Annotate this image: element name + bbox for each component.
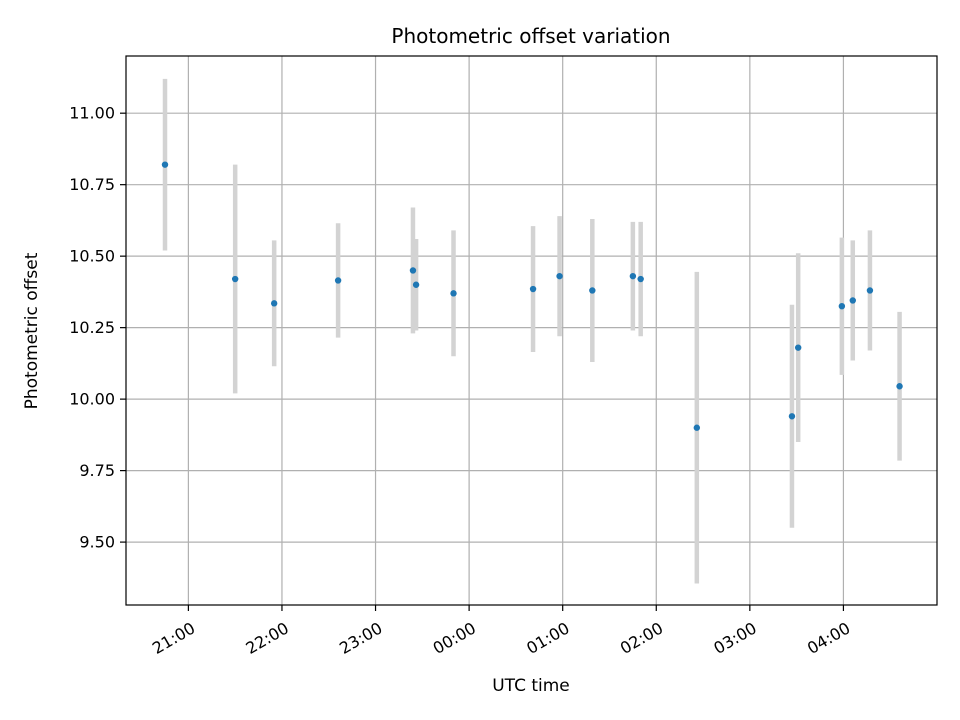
data-point — [866, 287, 874, 294]
data-point — [556, 272, 563, 280]
data-point — [896, 383, 903, 390]
data-point — [629, 272, 637, 280]
y-tick-label: 11.00 — [69, 104, 115, 123]
data-point — [412, 281, 420, 288]
data-point — [637, 275, 644, 283]
y-tick-label: 10.50 — [69, 247, 115, 266]
y-axis: 9.50 9.75 10.00 10.25 10.50 10.75 11.00 — [69, 104, 126, 552]
chart-title: Photometric offset variation — [391, 24, 670, 48]
data-point — [794, 344, 802, 351]
data-point — [231, 275, 239, 283]
data-points — [161, 161, 903, 431]
y-axis-title: Photometric offset — [22, 252, 42, 409]
y-tick-label: 10.75 — [69, 175, 115, 194]
y-tick-label: 10.00 — [69, 390, 115, 409]
data-point — [334, 277, 342, 284]
data-point — [161, 161, 169, 168]
plot-frame — [125, 55, 938, 606]
data-point — [838, 302, 846, 310]
data-point — [529, 285, 537, 293]
x-axis-title: UTC time — [492, 676, 570, 696]
data-point — [409, 267, 417, 274]
y-tick-label: 9.75 — [79, 461, 115, 480]
y-tick-label: 10.25 — [69, 318, 115, 337]
data-point — [788, 413, 796, 420]
data-point — [589, 287, 596, 294]
data-point — [693, 424, 701, 431]
data-point — [849, 297, 856, 304]
data-point — [450, 290, 457, 297]
y-tick-label: 9.50 — [79, 533, 115, 552]
data-point — [270, 300, 278, 307]
